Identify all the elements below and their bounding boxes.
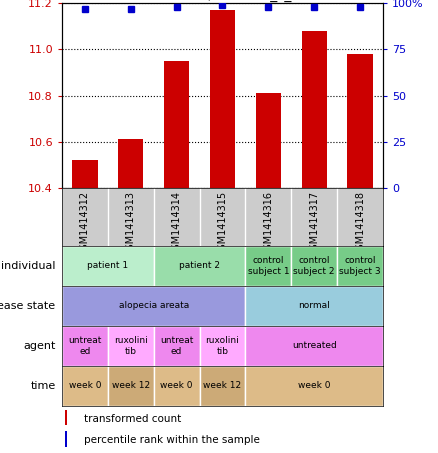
Text: GSM1414312: GSM1414312 <box>80 191 90 256</box>
Text: ruxolini
tib: ruxolini tib <box>205 336 240 356</box>
Text: agent: agent <box>23 341 56 351</box>
Bar <box>118 140 143 188</box>
Bar <box>62 246 154 286</box>
Bar <box>65 431 67 447</box>
Text: normal: normal <box>298 302 330 310</box>
Bar <box>72 160 98 188</box>
FancyArrow shape <box>57 377 61 395</box>
Title: GDS5275 / 225260_s_at: GDS5275 / 225260_s_at <box>139 0 306 2</box>
Text: GSM1414317: GSM1414317 <box>309 191 319 256</box>
Text: week 0: week 0 <box>69 381 101 390</box>
Text: untreated: untreated <box>292 342 336 351</box>
Bar <box>337 246 383 286</box>
Text: disease state: disease state <box>0 301 56 311</box>
Text: week 0: week 0 <box>160 381 193 390</box>
Bar <box>245 366 383 406</box>
Bar <box>108 326 154 366</box>
Text: transformed count: transformed count <box>85 414 182 424</box>
Text: GSM1414315: GSM1414315 <box>218 191 227 256</box>
Text: ruxolini
tib: ruxolini tib <box>114 336 148 356</box>
Text: patient 2: patient 2 <box>179 261 220 270</box>
Text: control
subject 2: control subject 2 <box>293 256 335 276</box>
Bar <box>347 54 373 188</box>
Bar <box>245 326 383 366</box>
Bar <box>302 31 327 188</box>
Text: time: time <box>30 381 56 391</box>
Bar <box>245 246 291 286</box>
FancyArrow shape <box>57 337 61 355</box>
Text: untreat
ed: untreat ed <box>68 336 102 356</box>
Text: GSM1414318: GSM1414318 <box>355 191 365 256</box>
Text: control
subject 3: control subject 3 <box>339 256 381 276</box>
Text: control
subject 1: control subject 1 <box>247 256 289 276</box>
Bar <box>256 93 281 188</box>
Bar <box>108 366 154 406</box>
Bar <box>200 366 245 406</box>
Text: GSM1414313: GSM1414313 <box>126 191 136 256</box>
Text: percentile rank within the sample: percentile rank within the sample <box>85 435 260 445</box>
FancyArrow shape <box>57 257 61 275</box>
Text: untreat
ed: untreat ed <box>160 336 193 356</box>
Bar <box>62 286 245 326</box>
Bar <box>62 366 108 406</box>
Bar <box>245 286 383 326</box>
Text: week 0: week 0 <box>298 381 330 390</box>
Bar <box>65 410 67 425</box>
Text: week 12: week 12 <box>112 381 150 390</box>
Text: individual: individual <box>1 261 56 271</box>
Bar <box>210 10 235 188</box>
Text: alopecia areata: alopecia areata <box>119 302 189 310</box>
Bar <box>200 326 245 366</box>
Text: GSM1414314: GSM1414314 <box>172 191 182 256</box>
Bar <box>62 326 108 366</box>
Bar <box>154 366 200 406</box>
Bar <box>164 61 189 188</box>
FancyArrow shape <box>57 297 61 315</box>
Bar <box>154 326 200 366</box>
Bar <box>154 246 245 286</box>
Text: patient 1: patient 1 <box>87 261 128 270</box>
Text: week 12: week 12 <box>203 381 242 390</box>
Bar <box>291 246 337 286</box>
Text: GSM1414316: GSM1414316 <box>263 191 273 256</box>
